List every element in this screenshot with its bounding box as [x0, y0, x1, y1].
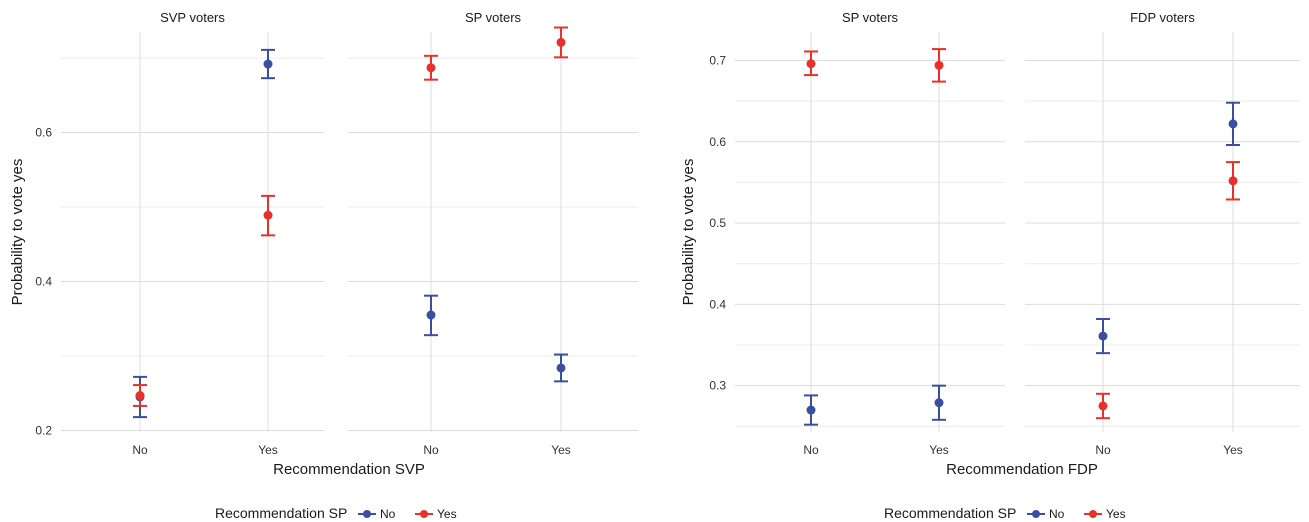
series-no: [804, 384, 946, 426]
legend-entry-label: No: [1049, 507, 1065, 521]
data-point: [1098, 331, 1108, 341]
data-point: [556, 37, 566, 47]
y-tick-label: 0.4: [709, 297, 726, 311]
facet-panel: FDP voters No Yes: [1025, 10, 1300, 457]
series-no: [424, 294, 568, 383]
data-point: [263, 210, 273, 220]
facet-strip-label: FDP voters: [1130, 10, 1195, 25]
x-tick-label: No: [423, 443, 439, 457]
facet-strip-label: SP voters: [465, 10, 522, 25]
data-point: [934, 398, 944, 408]
legend-key-point: [420, 510, 428, 518]
data-point: [263, 59, 273, 69]
y-tick-label: 0.6: [35, 126, 52, 140]
y-tick-label: 0.5: [709, 216, 726, 230]
facet-strip-label: SVP voters: [160, 10, 225, 25]
legend-key-point: [1032, 510, 1040, 518]
x-tick-label: Yes: [1223, 443, 1243, 457]
series-no: [133, 48, 275, 419]
legend-entry-label: No: [380, 507, 396, 521]
legend: Recommendation SP No Yes: [884, 505, 1126, 521]
legend-key-point: [1089, 510, 1097, 518]
x-tick-label: No: [132, 443, 148, 457]
y-tick-label: 0.4: [35, 275, 52, 289]
data-point: [556, 363, 566, 373]
y-tick-label: 0.7: [709, 53, 726, 67]
x-tick-label: No: [1095, 443, 1111, 457]
series-no: [1096, 101, 1240, 355]
data-point: [934, 60, 944, 70]
x-tick-label: Yes: [929, 443, 949, 457]
series-yes: [804, 48, 946, 83]
facet-panel: SP voters No Yes: [735, 10, 1005, 457]
y-axis-title: Probability to vote yes: [680, 159, 697, 306]
data-point: [1228, 176, 1238, 186]
x-axis-title: Recommendation SVP: [273, 461, 425, 478]
y-tick-label: 0.6: [709, 135, 726, 149]
data-point: [135, 391, 145, 401]
legend-title: Recommendation SP: [215, 505, 347, 521]
series-yes: [424, 26, 568, 81]
x-tick-label: Yes: [551, 443, 571, 457]
chart-2: SP voters No Yes FDP voters No Yes 0.3 0.4 0.5 0.…: [680, 10, 1300, 521]
x-tick-label: Yes: [258, 443, 278, 457]
facet-panel: SP voters No Yes: [348, 10, 638, 457]
data-point: [806, 59, 816, 69]
series-yes: [133, 194, 275, 407]
y-tick-label: 0.2: [35, 424, 52, 438]
series-yes: [1096, 161, 1240, 420]
y-axis-title: Probability to vote yes: [9, 159, 26, 306]
legend-entry-label: Yes: [437, 507, 457, 521]
data-point: [1098, 401, 1108, 411]
facet-strip-label: SP voters: [842, 10, 899, 25]
legend-entry-label: Yes: [1106, 507, 1126, 521]
x-axis-title: Recommendation FDP: [946, 461, 1098, 478]
y-tick-label: 0.3: [709, 379, 726, 393]
chart-1: SVP voters No Yes SP voters No Yes 0.2 0.4 0.6 Pr…: [9, 10, 638, 521]
data-point: [806, 405, 816, 415]
x-tick-label: No: [803, 443, 819, 457]
legend-key-point: [363, 510, 371, 518]
legend-title: Recommendation SP: [884, 505, 1016, 521]
data-point: [426, 63, 436, 73]
facet-panel: SVP voters No Yes: [61, 10, 324, 457]
legend: Recommendation SP No Yes: [215, 505, 457, 521]
data-point: [1228, 119, 1238, 129]
data-point: [426, 310, 436, 320]
